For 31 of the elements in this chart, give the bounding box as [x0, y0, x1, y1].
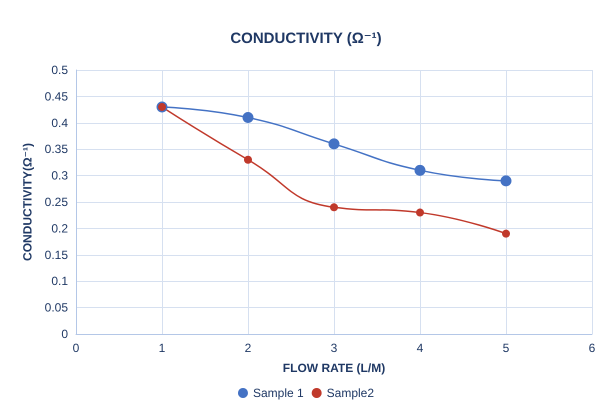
- x-axis-title: FLOW RATE (L/M): [282, 361, 386, 375]
- x-tick-label: 3: [330, 341, 338, 355]
- y-tick-label: 0.3: [51, 168, 68, 183]
- y-tick-label: 0.4: [51, 116, 68, 130]
- y-tick-label: 0.05: [44, 300, 68, 315]
- chart-title: CONDUCTIVITY (Ω⁻¹): [230, 30, 382, 47]
- point: [328, 138, 340, 150]
- point: [242, 112, 254, 124]
- legend-label: Sample 1: [252, 386, 304, 400]
- x-tick-label: 6: [588, 341, 596, 355]
- legend-label: Sample2: [326, 386, 374, 400]
- y-tick-label: 0.2: [51, 221, 68, 236]
- y-tick-label: 0.25: [44, 195, 68, 209]
- y-tick-label: 0.35: [44, 142, 68, 156]
- y-tick-label: 0.45: [44, 89, 68, 104]
- x-tick-label: 1: [158, 341, 166, 355]
- point: [330, 203, 338, 212]
- point: [416, 208, 424, 217]
- point: [500, 175, 512, 186]
- x-tick-label: 5: [502, 341, 510, 355]
- y-axis-title: CONDUCTIVITY(Ω⁻¹): [20, 143, 35, 261]
- point: [414, 164, 426, 176]
- y-tick-label: 0: [61, 327, 68, 341]
- x-tick-label: 2: [244, 341, 252, 355]
- y-tick-label: 0.5: [51, 63, 68, 77]
- x-tick-label: 0: [72, 341, 80, 355]
- point: [244, 156, 252, 164]
- x-tick-label: 4: [416, 341, 424, 355]
- y-tick-label: 0.15: [44, 248, 68, 262]
- y-tick-label: 0.1: [51, 274, 68, 288]
- point: [502, 230, 510, 238]
